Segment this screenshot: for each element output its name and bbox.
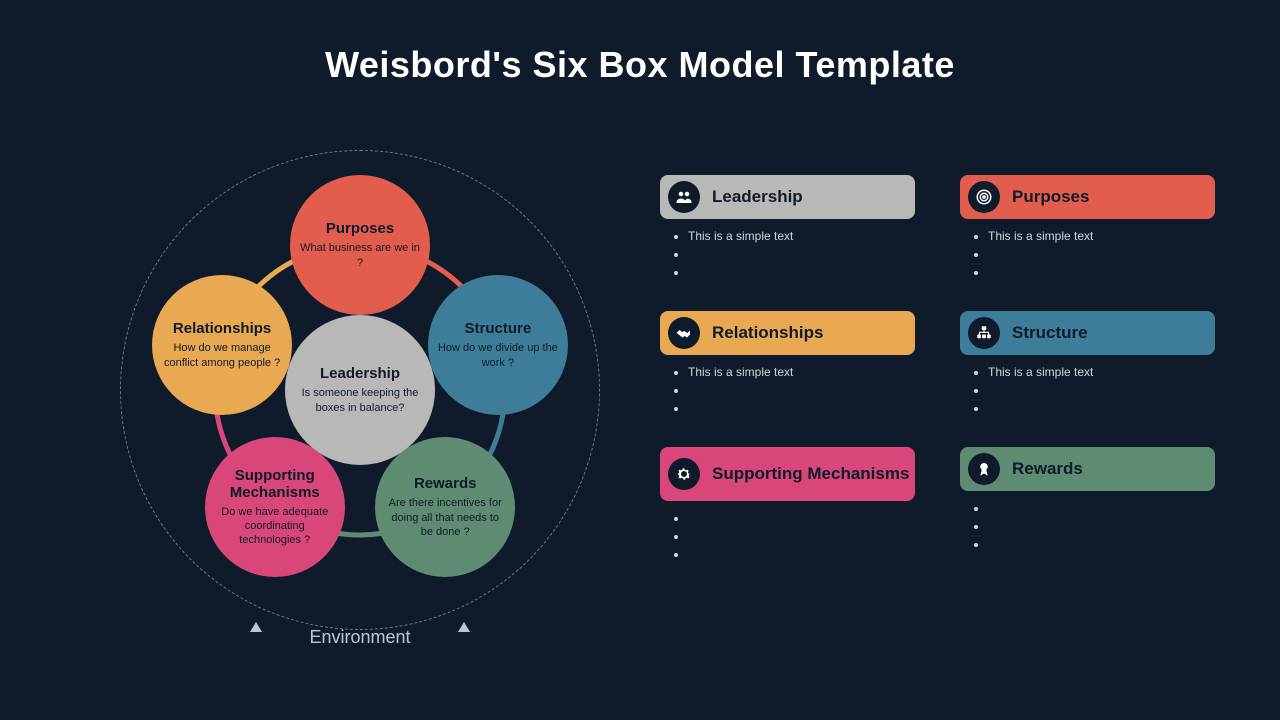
bullet bbox=[688, 401, 915, 417]
circle-sub: Do we have adequate coordinating technol… bbox=[215, 505, 335, 548]
circle-title: Leadership bbox=[320, 365, 400, 382]
people-icon bbox=[668, 181, 700, 213]
env-arrow-right bbox=[458, 622, 470, 632]
bullet bbox=[688, 529, 915, 545]
circle-relationships: Relationships How do we manage conflict a… bbox=[152, 275, 292, 415]
card-leadership: Leadership This is a simple text bbox=[660, 175, 915, 283]
bullet bbox=[988, 519, 1215, 535]
org-icon bbox=[968, 317, 1000, 349]
bullet: This is a simple text bbox=[688, 229, 915, 245]
circle-sub: What business are we in ? bbox=[300, 241, 420, 270]
card-body: This is a simple text bbox=[960, 219, 1215, 281]
bullet: This is a simple text bbox=[988, 229, 1215, 245]
circle-supporting: Supporting Mechanisms Do we have adequate… bbox=[205, 437, 345, 577]
card-structure: Structure This is a simple text bbox=[960, 311, 1215, 419]
card-head-structure: Structure bbox=[960, 311, 1215, 355]
circle-title: Supporting Mechanisms bbox=[215, 467, 335, 501]
six-box-diagram: Leadership Is someone keeping the boxes i… bbox=[120, 150, 600, 630]
card-body: This is a simple text bbox=[660, 219, 915, 281]
circle-sub: How do we divide up the work ? bbox=[438, 341, 558, 370]
cards-grid: Leadership This is a simple text Purposes T… bbox=[660, 175, 1230, 565]
environment-label: Environment bbox=[309, 627, 410, 648]
target-icon bbox=[968, 181, 1000, 213]
bullet bbox=[988, 383, 1215, 399]
card-title: Relationships bbox=[712, 324, 823, 343]
circle-title: Rewards bbox=[414, 475, 477, 492]
card-title: Leadership bbox=[712, 188, 803, 207]
card-head-supporting: Supporting Mechanisms bbox=[660, 447, 915, 501]
bullet bbox=[688, 383, 915, 399]
env-arrow-left bbox=[250, 622, 262, 632]
bullet bbox=[688, 511, 915, 527]
bullet bbox=[988, 247, 1215, 263]
card-title: Supporting Mechanisms bbox=[712, 465, 909, 484]
bullet: This is a simple text bbox=[688, 365, 915, 381]
circle-sub: How do we manage conflict among people ? bbox=[162, 341, 282, 370]
card-relationships: Relationships This is a simple text bbox=[660, 311, 915, 419]
bullet bbox=[688, 247, 915, 263]
circle-sub: Are there incentives for doing all that … bbox=[385, 496, 505, 539]
bullet bbox=[988, 537, 1215, 553]
bullet bbox=[988, 501, 1215, 517]
card-title: Rewards bbox=[1012, 460, 1083, 479]
circle-rewards: Rewards Are there incentives for doing al… bbox=[375, 437, 515, 577]
circle-sub: Is someone keeping the boxes in balance? bbox=[295, 386, 425, 415]
card-purposes: Purposes This is a simple text bbox=[960, 175, 1215, 283]
card-title: Purposes bbox=[1012, 188, 1089, 207]
card-head-rewards: Rewards bbox=[960, 447, 1215, 491]
circle-title: Structure bbox=[465, 320, 532, 337]
bullet: This is a simple text bbox=[988, 365, 1215, 381]
card-supporting: Supporting Mechanisms bbox=[660, 447, 915, 565]
card-head-purposes: Purposes bbox=[960, 175, 1215, 219]
circle-purposes: Purposes What business are we in ? bbox=[290, 175, 430, 315]
card-body: This is a simple text bbox=[960, 355, 1215, 417]
bullet bbox=[688, 265, 915, 281]
card-body bbox=[960, 491, 1215, 553]
card-body bbox=[660, 501, 915, 563]
card-head-leadership: Leadership bbox=[660, 175, 915, 219]
gear-icon bbox=[668, 458, 700, 490]
page-title: Weisbord's Six Box Model Template bbox=[0, 0, 1280, 86]
bullet bbox=[988, 401, 1215, 417]
card-title: Structure bbox=[1012, 324, 1088, 343]
handshake-icon bbox=[668, 317, 700, 349]
circle-title: Purposes bbox=[326, 220, 394, 237]
circle-structure: Structure How do we divide up the work ? bbox=[428, 275, 568, 415]
card-head-relationships: Relationships bbox=[660, 311, 915, 355]
ribbon-icon bbox=[968, 453, 1000, 485]
card-rewards: Rewards bbox=[960, 447, 1215, 565]
bullet bbox=[688, 547, 915, 563]
bullet bbox=[988, 265, 1215, 281]
card-body: This is a simple text bbox=[660, 355, 915, 417]
circle-leadership-center: Leadership Is someone keeping the boxes i… bbox=[285, 315, 435, 465]
circle-title: Relationships bbox=[173, 320, 271, 337]
